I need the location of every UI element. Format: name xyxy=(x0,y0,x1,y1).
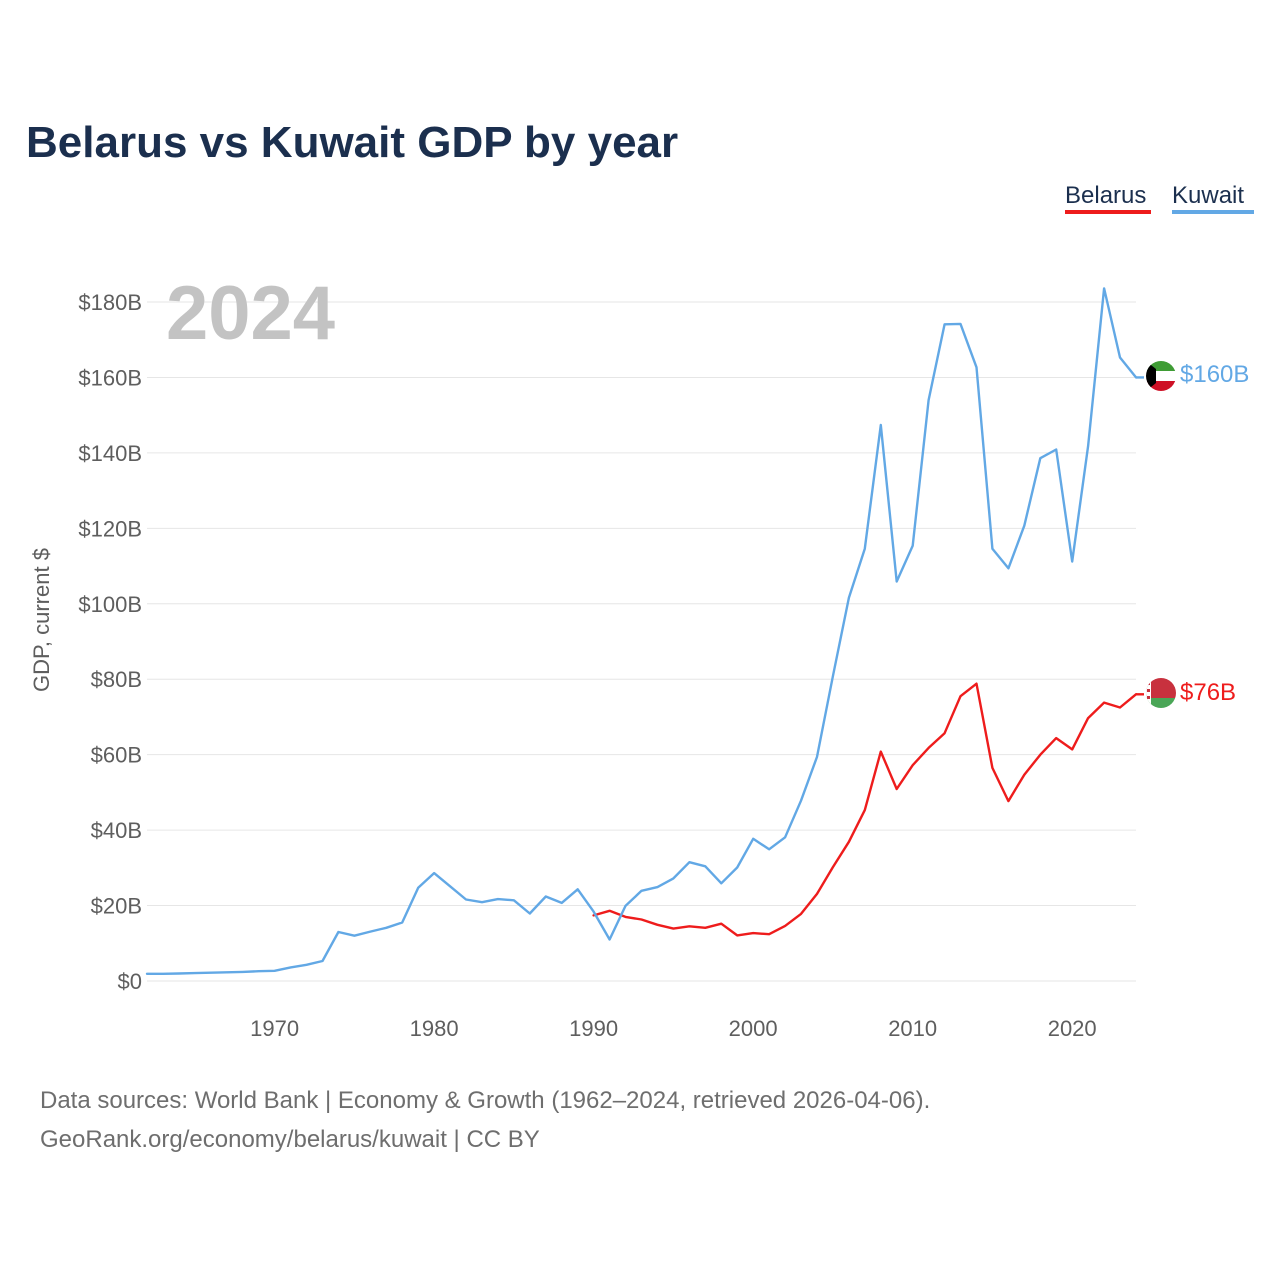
x-tick-label: 2020 xyxy=(1048,1016,1097,1041)
y-tick-label: $0 xyxy=(118,969,142,994)
y-tick-label: $60B xyxy=(91,743,142,768)
legend: Belarus Kuwait xyxy=(1065,182,1254,214)
y-tick-label: $180B xyxy=(78,290,142,315)
y-tick-label: $140B xyxy=(78,441,142,466)
kuwait-flag-icon xyxy=(1146,361,1176,391)
source-line-2[interactable]: GeoRank.org/economy/belarus/kuwait | CC … xyxy=(40,1126,540,1153)
legend-swatch-belarus xyxy=(1065,210,1151,214)
end-label-kuwait: $160B xyxy=(1180,361,1249,388)
end-label-belarus: $76B xyxy=(1180,679,1236,706)
y-tick-label: $20B xyxy=(91,894,142,919)
legend-item-belarus[interactable]: Belarus xyxy=(1065,182,1151,214)
legend-swatch-kuwait xyxy=(1172,210,1254,214)
series-line-belarus[interactable] xyxy=(592,682,1138,937)
x-tick-label: 2000 xyxy=(729,1016,778,1041)
x-tick-label: 1990 xyxy=(569,1016,618,1041)
x-tick-label: 1970 xyxy=(250,1016,299,1041)
x-tick-label: 2010 xyxy=(888,1016,937,1041)
gridlines xyxy=(147,301,1136,982)
y-tick-label: $80B xyxy=(91,667,142,692)
source-line-1: Data sources: World Bank | Economy & Gro… xyxy=(40,1087,930,1114)
belarus-flag-icon xyxy=(1146,678,1176,708)
series-line-kuwait[interactable] xyxy=(145,287,1138,975)
chart-title: Belarus vs Kuwait GDP by year xyxy=(26,118,678,167)
y-axis-ticks: $0 $20B $40B $60B $80B $100B $120B $140B $160B $1… xyxy=(78,290,142,994)
legend-item-kuwait[interactable]: Kuwait xyxy=(1172,182,1254,214)
y-tick-label: $160B xyxy=(78,365,142,390)
x-tick-label: 1980 xyxy=(410,1016,459,1041)
year-watermark: 2024 xyxy=(166,271,335,356)
series-lines xyxy=(145,287,1144,975)
y-tick-label: $120B xyxy=(78,516,142,541)
x-axis-ticks: 1970 1980 1990 2000 2010 2020 xyxy=(250,1016,1097,1041)
y-tick-label: $40B xyxy=(91,818,142,843)
legend-label-belarus: Belarus xyxy=(1065,182,1146,209)
y-axis-label: GDP, current $ xyxy=(29,548,54,692)
legend-label-kuwait: Kuwait xyxy=(1172,182,1244,209)
y-tick-label: $100B xyxy=(78,592,142,617)
